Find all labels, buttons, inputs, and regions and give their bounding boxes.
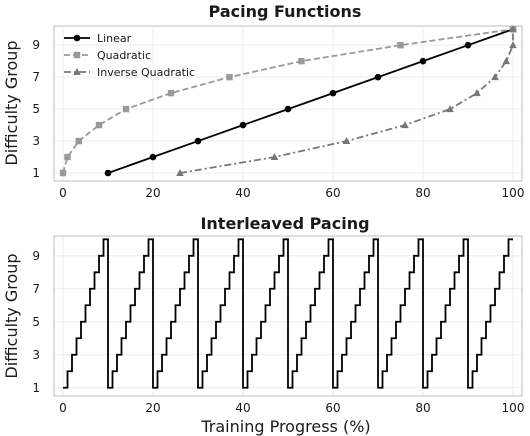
data-point-linear <box>284 105 292 113</box>
data-point-quadratic <box>226 73 233 81</box>
data-point-linear <box>419 57 427 65</box>
plot-frame-top <box>53 25 523 182</box>
legend-label-inverse-quadratic: Inverse Quadratic <box>97 66 195 79</box>
y-tick-label: 3 <box>32 348 40 362</box>
data-point-inverse-quadratic <box>401 121 409 129</box>
data-point-quadratic <box>59 169 67 177</box>
x-tick-label: 40 <box>235 401 250 415</box>
data-point-inverse-quadratic <box>502 57 511 65</box>
x-tick-label: 80 <box>415 186 430 200</box>
data-point-linear <box>464 41 472 49</box>
y-tick-label: 3 <box>32 134 40 148</box>
data-point-quadratic <box>397 41 404 49</box>
x-axis-ticks-bottom: 0 20 40 60 80 100 <box>59 401 524 415</box>
data-point-inverse-quadratic <box>509 41 517 49</box>
data-point-inverse-quadratic <box>491 73 499 81</box>
x-tick-label: 60 <box>325 186 340 200</box>
series-top <box>59 25 517 177</box>
y-tick-label: 7 <box>32 282 40 296</box>
series-line-inverse-quadratic <box>179 29 514 174</box>
x-axis-ticks-top: 0 20 40 60 80 100 <box>59 186 524 200</box>
x-tick-label: 60 <box>325 401 340 415</box>
data-point-inverse-quadratic <box>446 105 454 113</box>
data-point-quadratic <box>122 105 130 113</box>
data-point-quadratic <box>64 153 71 161</box>
data-point-quadratic <box>298 57 305 65</box>
data-point-inverse-quadratic <box>270 153 279 161</box>
legend-marker-inverse-quadratic <box>73 68 81 75</box>
data-point-linear <box>374 73 382 81</box>
x-tick-label: 20 <box>145 401 160 415</box>
data-point-linear <box>194 137 202 145</box>
legend-label-quadratic: Quadratic <box>97 49 151 62</box>
y-tick-label: 1 <box>32 381 40 395</box>
x-tick-label: 20 <box>145 186 160 200</box>
x-tick-label: 100 <box>502 186 525 200</box>
y-tick-label: 9 <box>32 249 40 263</box>
data-point-linear <box>329 89 337 97</box>
panel-pacing-functions: Pacing Functions 0 20 40 60 80 100 1 3 5 7 9 Diff… <box>2 2 524 200</box>
data-point-linear <box>239 121 247 129</box>
y-axis-label-top: Difficulty Group <box>2 40 21 165</box>
x-tick-label: 80 <box>415 401 430 415</box>
data-point-inverse-quadratic <box>342 137 351 145</box>
series-line-quadratic <box>62 28 514 174</box>
series-bottom <box>63 238 513 389</box>
legend: Linear Quadratic Inverse Quadratic <box>64 32 195 79</box>
y-axis-ticks-top: 1 3 5 7 9 <box>32 38 40 180</box>
data-point-linear <box>149 153 157 161</box>
data-point-linear <box>104 169 112 177</box>
chart-title-interleaved: Interleaved Pacing <box>200 214 369 233</box>
x-tick-label: 0 <box>59 401 67 415</box>
y-tick-label: 5 <box>32 315 40 329</box>
data-point-inverse-quadratic <box>473 89 481 97</box>
data-point-inverse-quadratic <box>509 25 517 33</box>
legend-marker-quadratic <box>73 51 81 59</box>
data-point-inverse-quadratic <box>176 169 184 177</box>
y-tick-label: 1 <box>32 166 40 180</box>
data-point-quadratic <box>75 137 82 145</box>
x-axis-label: Training Progress (%) <box>200 417 370 436</box>
y-axis-ticks-bottom: 1 3 5 7 9 <box>32 249 40 395</box>
chart-title-pacing: Pacing Functions <box>209 2 362 21</box>
panel-interleaved-pacing: Interleaved Pacing 0 20 40 60 80 100 1 3 5 7 9 Di… <box>2 214 524 436</box>
series-line-interleaved <box>63 238 513 389</box>
data-point-quadratic <box>95 121 103 129</box>
x-tick-label: 0 <box>59 186 67 200</box>
y-tick-label: 9 <box>32 38 40 52</box>
y-tick-label: 5 <box>32 102 40 116</box>
series-line-linear <box>107 28 514 174</box>
y-axis-label-bottom: Difficulty Group <box>2 253 21 378</box>
legend-marker-linear <box>73 34 81 42</box>
y-tick-label: 7 <box>32 70 40 84</box>
x-tick-label: 100 <box>502 401 525 415</box>
x-tick-label: 40 <box>235 186 250 200</box>
plot-frame-bottom <box>53 235 523 397</box>
legend-label-linear: Linear <box>97 32 132 45</box>
data-point-quadratic <box>167 89 175 97</box>
